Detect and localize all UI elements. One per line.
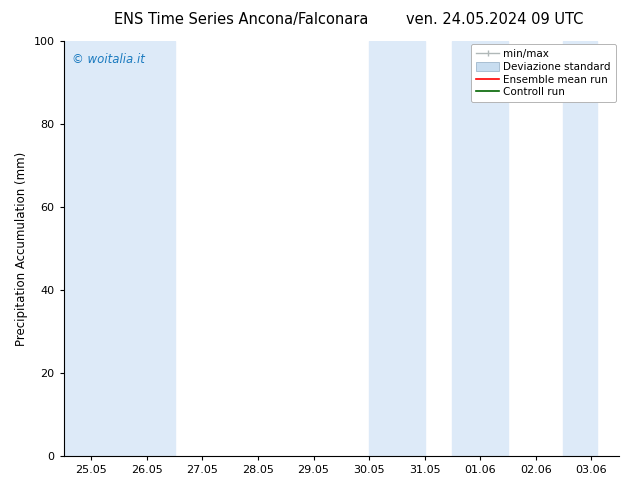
- Text: ENS Time Series Ancona/Falconara: ENS Time Series Ancona/Falconara: [113, 12, 368, 27]
- Bar: [564, 41, 597, 456]
- Text: ven. 24.05.2024 09 UTC: ven. 24.05.2024 09 UTC: [406, 12, 583, 27]
- Text: © woitalia.it: © woitalia.it: [72, 53, 145, 67]
- Bar: [453, 41, 508, 456]
- Bar: [369, 41, 425, 456]
- Legend: min/max, Deviazione standard, Ensemble mean run, Controll run: min/max, Deviazione standard, Ensemble m…: [471, 44, 616, 102]
- Bar: [119, 41, 174, 456]
- Y-axis label: Precipitation Accumulation (mm): Precipitation Accumulation (mm): [15, 151, 28, 345]
- Bar: [63, 41, 119, 456]
